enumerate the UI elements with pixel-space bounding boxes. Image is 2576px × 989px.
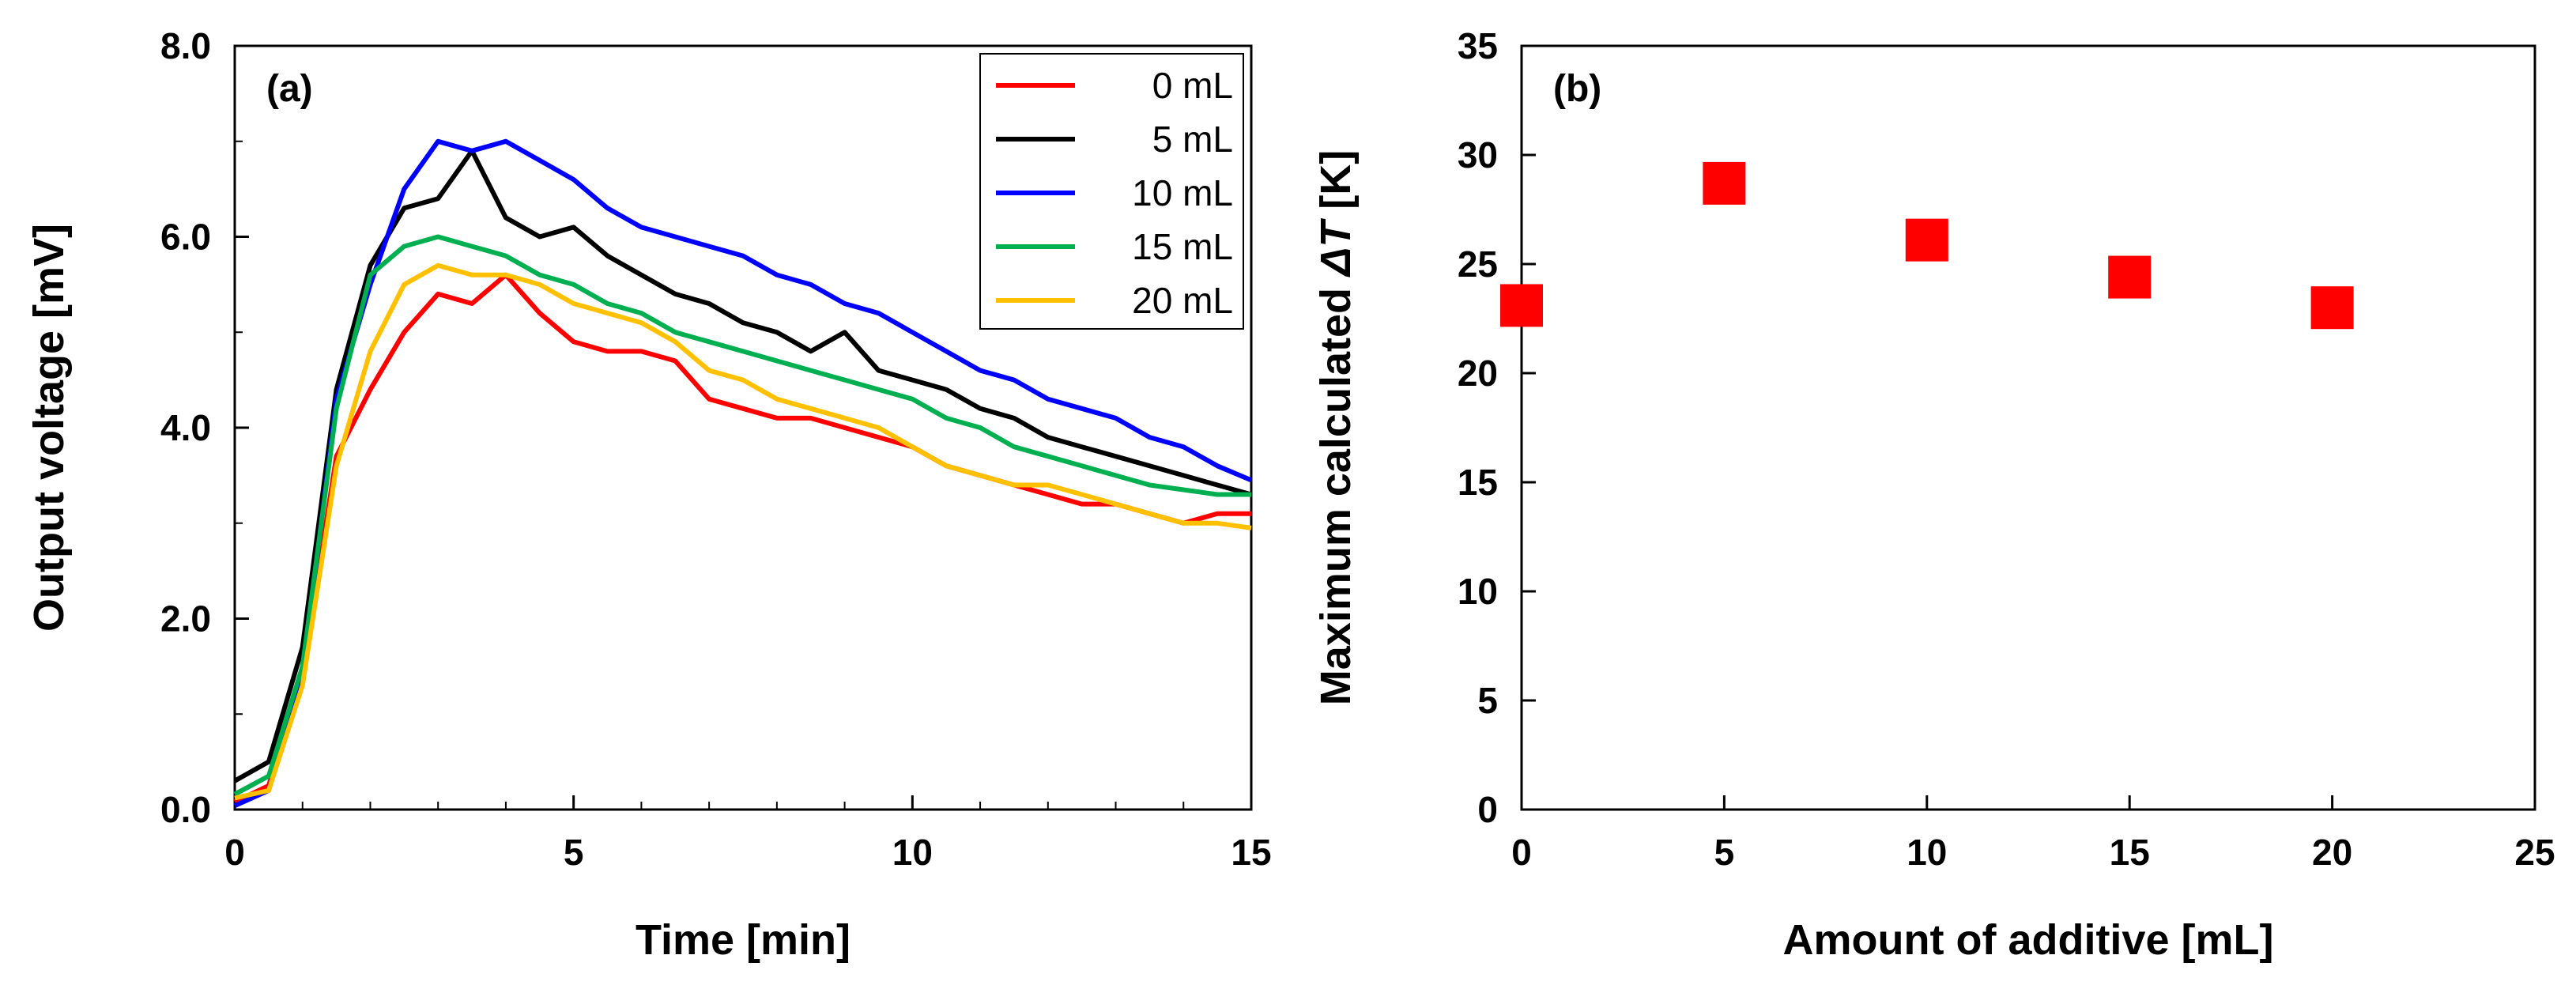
- panel-a-y-tick-label: 6.0: [160, 217, 211, 258]
- panel-b-data-point: [1905, 218, 1948, 262]
- panel-a-legend-label: 10 mL: [1132, 172, 1233, 213]
- panel-b-y-tick-label: 25: [1458, 243, 1498, 285]
- panel-b-x-tick-label: 15: [2110, 832, 2150, 873]
- panel-a-series-line: [233, 138, 1253, 808]
- panel-b-x-tick-label: 5: [1714, 832, 1735, 873]
- panel-a-y-tick-label: 8.0: [160, 25, 211, 66]
- panel-a-y-axis-title: Output voltage [mV]: [25, 224, 73, 632]
- panel-b-x-tick-label: 20: [2312, 832, 2352, 873]
- panel-a-series-line: [233, 148, 1252, 783]
- panel-a-y-tick-label: 2.0: [160, 598, 211, 640]
- panel-b-x-tick-label: 0: [1511, 832, 1532, 873]
- panel-b-y-tick-label: 35: [1458, 25, 1498, 66]
- panel-b-data-point: [1703, 161, 1746, 205]
- panel-b-x-tick-label: 25: [2514, 832, 2555, 873]
- panel-b-y-tick-label: 30: [1458, 134, 1498, 176]
- panel-a-y-tick-label: 4.0: [160, 407, 211, 448]
- panel-b-x-axis-title: Amount of additive [mL]: [1783, 916, 2274, 964]
- panel-b-y-tick-label: 15: [1458, 462, 1498, 503]
- panel-a-x-tick-label: 5: [564, 832, 584, 873]
- panel-a-series-line: [233, 272, 1251, 805]
- panel-a-line-chart: (a) 0 5 10 15 0.0 2.0 4.0 6.0 8.0 0 mL 5 mL 10 mL…: [25, 25, 1272, 964]
- panel-b-scatter-chart: (b) 0 5 10 15 20 25 0 5 10 15 20 25 30 35 Amount of a…: [1312, 25, 2555, 964]
- panel-b-y-tick-label: 5: [1477, 680, 1498, 721]
- panel-b-label: (b): [1553, 68, 1601, 110]
- panel-a-legend-label: 5 mL: [1152, 119, 1233, 160]
- panel-a-x-axis-title: Time [min]: [636, 916, 850, 964]
- panel-a-legend-label: 0 mL: [1152, 65, 1233, 106]
- panel-a-x-tick-label: 0: [224, 832, 245, 873]
- panel-a-series-line: [234, 262, 1252, 801]
- panel-b-y-axis-title-suffix: [K]: [1312, 150, 1360, 221]
- panel-b-x-tick-label: 10: [1907, 832, 1947, 873]
- panel-b-plot-frame: [1520, 44, 2536, 811]
- panel-b-y-axis-title: Maximum calculated ΔT [K]: [1312, 150, 1360, 705]
- panel-b-y-axis-title-prefix: Maximum calculated: [1312, 276, 1360, 705]
- panel-a-legend-label: 20 mL: [1132, 280, 1233, 321]
- panel-b-data-point: [2108, 255, 2152, 299]
- panel-b-data-point: [1500, 284, 1543, 327]
- panel-a-label: (a): [266, 68, 313, 110]
- panel-a-legend-label: 15 mL: [1132, 226, 1233, 267]
- panel-b-y-tick-label: 0: [1477, 789, 1498, 830]
- panel-b-y-tick-label: 10: [1458, 571, 1498, 612]
- panel-a-x-tick-label: 15: [1231, 832, 1271, 873]
- panel-a-x-tick-label: 10: [892, 832, 933, 873]
- panel-b-y-axis-title-symbol: ΔT: [1312, 218, 1360, 277]
- panel-b-y-tick-label: 20: [1458, 353, 1498, 394]
- panel-b-data-point: [2310, 286, 2354, 330]
- panel-a-series-line: [233, 234, 1251, 797]
- panel-a-y-tick-label: 0.0: [160, 789, 211, 830]
